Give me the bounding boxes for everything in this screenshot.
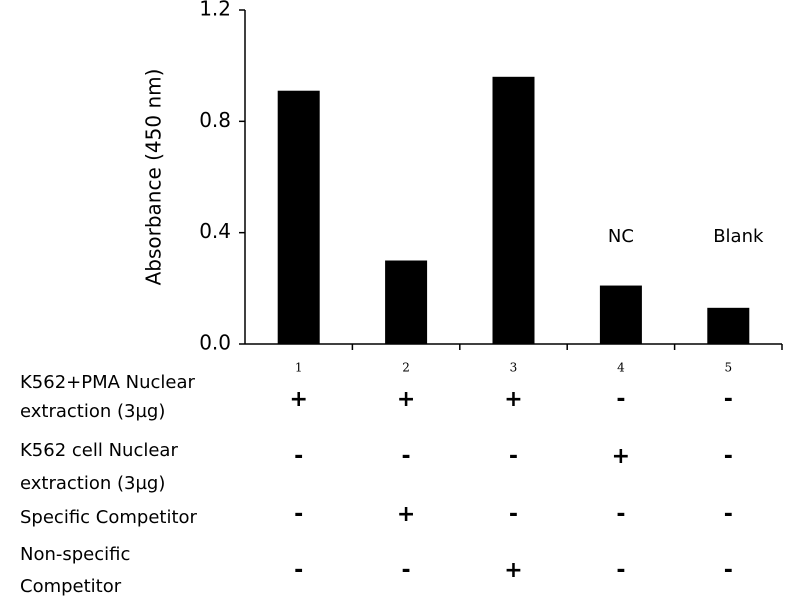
bar [277, 90, 320, 344]
bar [599, 285, 642, 344]
cell-sign: - [616, 558, 625, 583]
cell-sign: - [402, 444, 411, 469]
y-tick-label: 1.2 [199, 0, 231, 21]
cell-sign: - [294, 558, 303, 583]
cell-sign: - [509, 444, 518, 469]
row-label: K562 cell Nuclear [20, 440, 178, 461]
cell-sign: - [402, 558, 411, 583]
row-label: K562+PMA Nuclear [20, 372, 196, 393]
bar [707, 307, 750, 344]
cell-sign: + [397, 502, 415, 527]
bar-annotation: NC [608, 226, 634, 247]
row-label: extraction (3µg) [20, 473, 165, 494]
bar [385, 260, 428, 344]
cell-sign: + [504, 558, 522, 583]
x-tick-label: 2 [402, 361, 410, 375]
cell-sign: - [724, 387, 733, 412]
row-label: Non-specific [20, 544, 130, 565]
y-tick-label: 0.4 [199, 219, 231, 243]
y-axis-title: Absorbance (450 nm) [142, 69, 166, 286]
bar [492, 76, 535, 345]
cell-sign: - [509, 502, 518, 527]
cell-sign: + [504, 387, 522, 412]
row-label: extraction (3µg) [20, 401, 165, 422]
cell-sign: - [616, 502, 625, 527]
cell-sign: - [294, 502, 303, 527]
bar-annotation: Blank [713, 226, 764, 247]
x-tick-label: 3 [510, 361, 518, 375]
cell-sign: - [724, 558, 733, 583]
x-tick-label: 1 [295, 361, 303, 375]
y-tick-label: 0.0 [199, 331, 231, 355]
cell-sign: + [397, 387, 415, 412]
y-tick-label: 0.8 [199, 108, 231, 132]
cell-sign: - [724, 444, 733, 469]
x-tick-label: 4 [617, 361, 625, 375]
x-tick-label: 5 [724, 361, 732, 375]
row-label: Specific Competitor [20, 507, 198, 528]
cell-sign: - [616, 387, 625, 412]
cell-sign: + [289, 387, 307, 412]
cell-sign: + [612, 444, 630, 469]
row-label: Competitor [20, 576, 122, 597]
cell-sign: - [724, 502, 733, 527]
cell-sign: - [294, 444, 303, 469]
